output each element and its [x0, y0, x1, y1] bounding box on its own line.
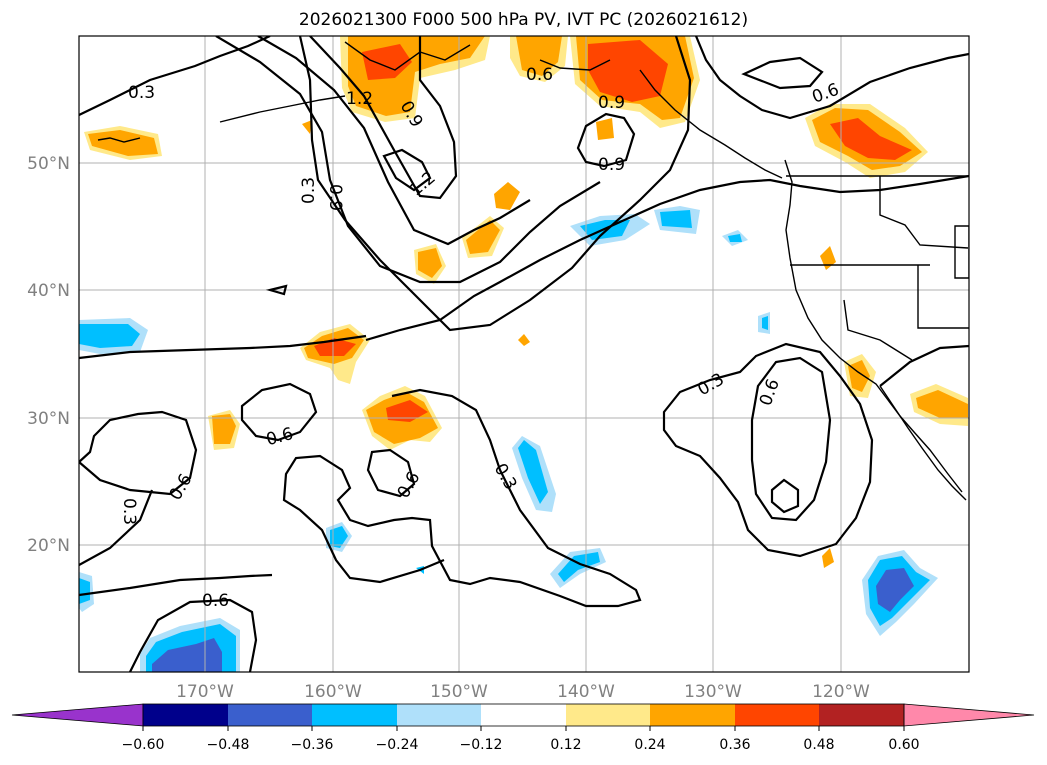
colorbar-tick: 0.12 [550, 737, 581, 753]
colorbar-segment [481, 704, 566, 726]
colorbar-tick: −0.12 [460, 737, 503, 753]
negative-anomaly-patch [79, 578, 90, 604]
lat-label-30n: 30°N [27, 409, 70, 429]
contour-label: 0.9 [598, 155, 625, 175]
lat-label-20n: 20°N [27, 536, 70, 556]
colorbar-segment [397, 704, 481, 726]
contour-label: 0.6 [526, 65, 553, 85]
lon-label-170w: 170°W [176, 682, 234, 702]
contour-label: 1.2 [346, 89, 373, 109]
lon-label-130w: 130°W [684, 682, 742, 702]
lon-label-150w: 150°W [430, 682, 488, 702]
colorbar-tick: −0.60 [122, 737, 165, 753]
colorbar-tick: 0.24 [634, 737, 665, 753]
colorbar-extend-max [904, 704, 1034, 726]
contour-label: 0.9 [598, 93, 625, 113]
colorbar-segment [143, 704, 228, 726]
contour-label: 0.9 [325, 184, 345, 211]
colorbar-segment [228, 704, 312, 726]
colorbar-tick: 0.48 [803, 737, 834, 753]
colorbar-tick: −0.24 [376, 737, 419, 753]
colorbar-tick: 0.36 [719, 737, 750, 753]
colorbar-segment [312, 704, 397, 726]
negative-anomaly-patch [762, 316, 768, 330]
contour-label: 0.3 [128, 83, 155, 103]
colorbar-segment [566, 704, 650, 726]
negative-anomaly-patch [79, 324, 140, 348]
colorbar-segment [735, 704, 819, 726]
lon-label-140w: 140°W [557, 682, 615, 702]
lon-label-160w: 160°W [304, 682, 362, 702]
colorbar-tick: −0.48 [207, 737, 250, 753]
negative-anomaly-patch [660, 210, 692, 228]
latitude-labels: 50°N 40°N 30°N 20°N [27, 154, 70, 556]
lon-label-120w: 120°W [812, 682, 870, 702]
lat-label-40n: 40°N [27, 281, 70, 301]
longitude-labels: 170°W 160°W 150°W 140°W 130°W 120°W [176, 682, 870, 702]
lat-label-50n: 50°N [27, 154, 70, 174]
colorbar-tick: −0.36 [291, 737, 334, 753]
contour-label: 0.3 [299, 177, 319, 204]
colorbar-tick: 0.60 [888, 737, 919, 753]
colorbar-segment [650, 704, 735, 726]
colorbar-segment [819, 704, 904, 726]
contour-label: 0.3 [297, 131, 317, 158]
contour-label: 0.3 [119, 498, 139, 525]
colorbar: −0.60 −0.48 −0.36 −0.24 −0.12 0.12 0.24 … [12, 704, 1034, 753]
colorbar-extend-min [12, 704, 143, 726]
contour-label: 0.6 [202, 591, 229, 611]
